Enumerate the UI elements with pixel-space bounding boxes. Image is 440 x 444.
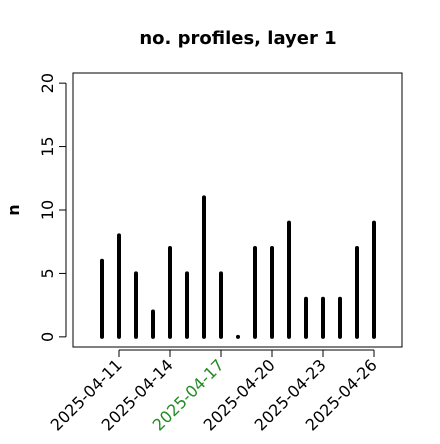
y-tick-label: 0 <box>38 332 57 342</box>
plot-frame <box>72 72 403 348</box>
y-tick-label: 5 <box>38 268 57 278</box>
chart-title: no. profiles, layer 1 <box>139 28 336 49</box>
y-tick-label: 20 <box>38 73 57 93</box>
y-tick-label: 10 <box>38 200 57 220</box>
y-tick-label: 15 <box>38 136 57 156</box>
y-axis-title: n <box>4 204 23 215</box>
